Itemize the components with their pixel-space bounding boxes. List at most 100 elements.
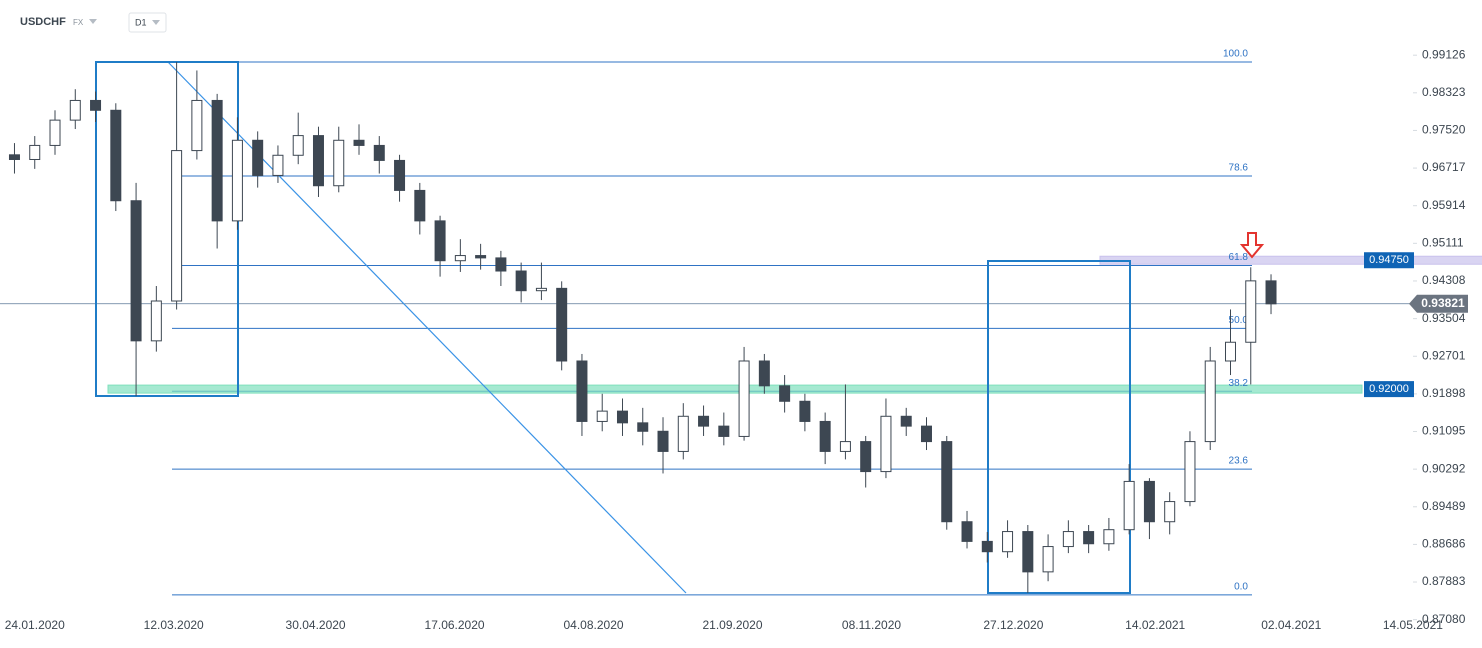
y-tick-label: 0.87883 xyxy=(1422,574,1466,588)
price-tag-label: 0.92000 xyxy=(1369,383,1409,395)
candle-body xyxy=(211,99,223,222)
candle-body xyxy=(920,425,932,443)
candle-body xyxy=(29,144,41,160)
candle-body xyxy=(495,257,507,272)
fib-label: 100.0 xyxy=(1223,49,1248,60)
x-tick-label: 12.03.2020 xyxy=(144,618,204,632)
candle-body xyxy=(616,410,628,424)
y-tick-label: 0.96717 xyxy=(1422,160,1466,174)
candle-body xyxy=(779,385,791,402)
y-tick-label: 0.98323 xyxy=(1422,85,1466,99)
candle-body xyxy=(1123,480,1135,531)
last-price-label: 0.93821 xyxy=(1421,296,1465,310)
y-tick-label: 0.99126 xyxy=(1422,47,1466,61)
price-tag xyxy=(1364,381,1414,398)
candle-body xyxy=(961,521,973,542)
fib-label: 38.2 xyxy=(1229,378,1249,389)
fib-label: 23.6 xyxy=(1229,456,1249,467)
candle-body xyxy=(150,300,162,342)
candle-body xyxy=(657,430,669,452)
candle-body xyxy=(353,139,365,146)
candle-body xyxy=(576,360,588,422)
y-tick-label: 0.89489 xyxy=(1422,499,1466,513)
box-drawing xyxy=(95,61,239,397)
candle-body xyxy=(596,410,608,422)
candle-body xyxy=(819,420,831,452)
candle-body xyxy=(1042,546,1054,573)
last-price-tag xyxy=(1409,294,1468,313)
x-tick-label: 24.01.2020 xyxy=(5,618,65,632)
candle-body xyxy=(941,441,953,523)
candle-body xyxy=(839,441,851,452)
candle-body xyxy=(69,99,81,121)
y-tick-label: 0.90292 xyxy=(1422,461,1466,475)
candle-body xyxy=(535,287,547,292)
candle-body xyxy=(454,255,466,262)
candle-body xyxy=(860,441,872,473)
candle-body xyxy=(1002,531,1014,553)
candle-body xyxy=(1265,280,1277,305)
candle-body xyxy=(333,139,345,187)
market[interactable]: FX xyxy=(73,18,84,27)
candle-body xyxy=(677,415,689,452)
candle-body xyxy=(130,200,142,342)
y-tick-label: 0.91898 xyxy=(1422,386,1466,400)
dropdown-arrow[interactable] xyxy=(89,19,97,24)
y-tick-label: 0.95914 xyxy=(1422,198,1466,212)
candle-body xyxy=(1062,531,1074,548)
y-tick-label: 0.93504 xyxy=(1422,311,1466,325)
y-tick-label: 0.88686 xyxy=(1422,537,1466,551)
candle-body xyxy=(1083,531,1095,545)
candle-body xyxy=(556,287,568,362)
fib-label: 78.6 xyxy=(1229,163,1249,174)
symbol: USDCHF xyxy=(20,16,66,28)
candle-body xyxy=(272,154,284,176)
candle-body xyxy=(718,425,730,437)
price-zone xyxy=(107,384,1363,394)
y-tick-label: 0.95111 xyxy=(1422,235,1464,249)
candle-body xyxy=(1204,360,1216,443)
candle-body xyxy=(414,189,426,222)
candle-body xyxy=(191,99,203,152)
candle-body xyxy=(515,270,527,292)
candle-body xyxy=(292,135,304,156)
candle-body xyxy=(1184,441,1196,503)
candle-body xyxy=(475,255,487,259)
price-tag xyxy=(1364,252,1414,269)
candle-body xyxy=(1022,531,1034,573)
candle-body xyxy=(110,109,122,202)
x-tick-label: 04.08.2020 xyxy=(564,618,624,632)
timeframe[interactable]: D1 xyxy=(135,17,147,27)
x-tick-label: 02.04.2021 xyxy=(1261,618,1321,632)
candle-body xyxy=(1224,341,1236,362)
y-tick-label: 0.92701 xyxy=(1422,348,1466,362)
candle-body xyxy=(49,119,61,146)
candle-body xyxy=(738,360,750,437)
x-tick-label: 08.11.2020 xyxy=(842,618,901,632)
candle-body xyxy=(1103,529,1115,545)
candle-body xyxy=(1143,480,1155,523)
candle-body xyxy=(981,540,993,553)
box-drawing xyxy=(987,260,1131,594)
price-tag-label: 0.94750 xyxy=(1369,254,1409,266)
x-tick-label: 17.06.2020 xyxy=(425,618,485,632)
y-tick-label: 0.97520 xyxy=(1422,123,1466,137)
trend-line xyxy=(167,61,687,594)
candle-body xyxy=(799,400,811,422)
candle-body xyxy=(312,135,324,187)
candle-body xyxy=(373,144,385,161)
timeframe-box[interactable] xyxy=(128,12,167,33)
candle-body xyxy=(1245,280,1257,343)
fib-label: 0.0 xyxy=(1234,581,1248,592)
sell-arrow xyxy=(1239,232,1265,259)
fib-label: 50.0 xyxy=(1229,315,1249,326)
y-tick-label: 0.87080 xyxy=(1422,612,1466,626)
candle-body xyxy=(900,415,912,427)
candle-body xyxy=(8,154,20,160)
candle-body xyxy=(698,415,710,427)
dropdown-arrow[interactable] xyxy=(152,20,160,25)
price-zone xyxy=(1099,255,1482,265)
x-tick-label: 21.09.2020 xyxy=(702,618,762,632)
